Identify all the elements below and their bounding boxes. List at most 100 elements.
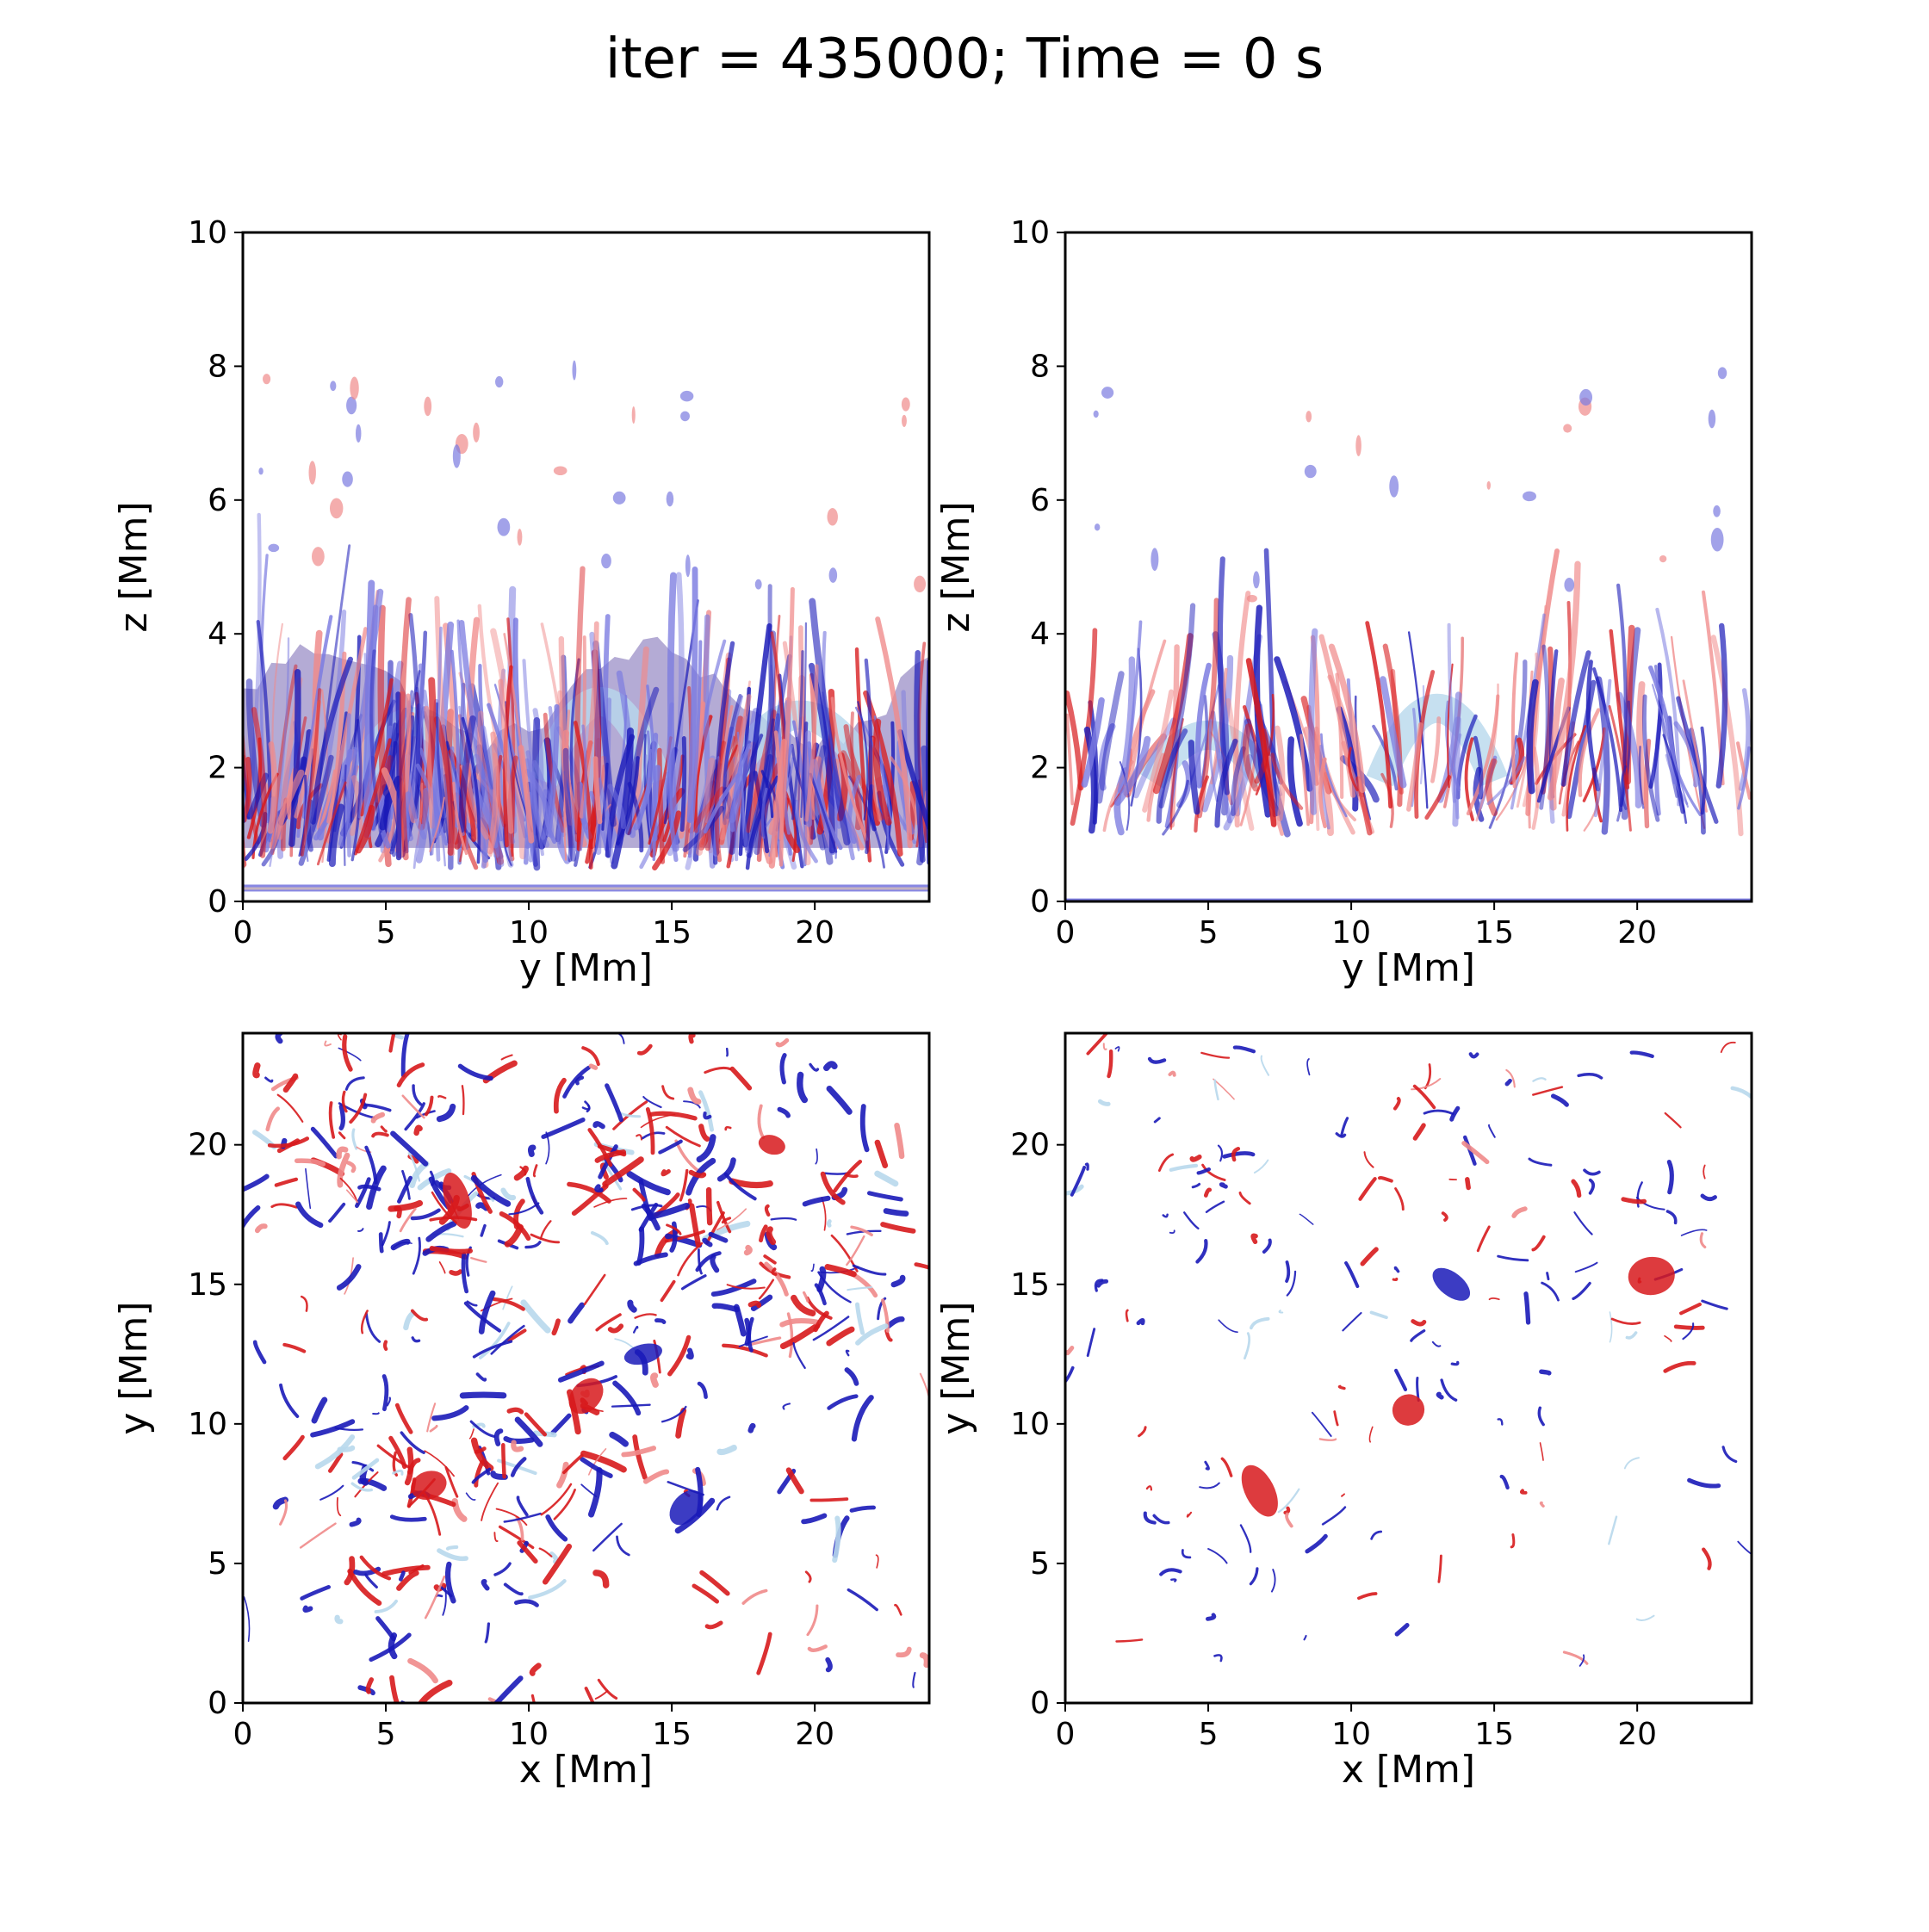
x-tick-label: 15 — [1474, 1717, 1514, 1752]
x-tick-label: 5 — [1199, 1717, 1219, 1752]
field-filament — [1100, 1101, 1108, 1104]
field-filament — [338, 1034, 341, 1040]
field-filament — [1625, 1458, 1639, 1468]
field-filament — [266, 1078, 273, 1081]
field-filament — [1541, 1443, 1544, 1460]
x-tick-label: 5 — [376, 1717, 396, 1752]
field-filament — [553, 1415, 569, 1433]
field-filament — [495, 1564, 510, 1575]
field-filament — [822, 1198, 825, 1230]
field-filament — [1668, 1211, 1676, 1223]
field-filament — [421, 1683, 450, 1704]
field-filament — [1099, 1281, 1107, 1285]
field-filament — [1343, 1313, 1361, 1330]
y-tick-label: 4 — [1030, 616, 1050, 652]
field-filament — [847, 1351, 848, 1355]
field-filament — [1533, 1087, 1562, 1095]
field-filament — [1170, 1230, 1175, 1233]
field-fragment — [330, 381, 336, 391]
field-filament — [470, 1429, 474, 1439]
field-filament — [1723, 1447, 1736, 1462]
field-filament — [1681, 1304, 1700, 1313]
field-filament — [462, 1086, 464, 1114]
x-tick-label: 5 — [1199, 915, 1219, 951]
field-fragment — [1713, 505, 1721, 517]
field-filament — [1115, 1047, 1119, 1051]
field-filament — [373, 1413, 379, 1414]
field-filament — [1320, 1439, 1336, 1440]
field-fragment — [1094, 411, 1099, 418]
field-filament — [1323, 1508, 1345, 1525]
field-filament — [689, 1351, 692, 1358]
field-filament — [542, 1484, 571, 1514]
field-blob — [1627, 1254, 1677, 1297]
field-filament — [898, 1650, 909, 1656]
field-filament — [806, 1572, 810, 1582]
field-filament — [534, 1166, 537, 1177]
field-filament — [1511, 1535, 1514, 1547]
field-filament — [607, 1086, 622, 1120]
x-tick-label: 10 — [509, 915, 549, 951]
field-fragment — [601, 554, 611, 568]
field-fragment — [554, 466, 568, 474]
field-filament — [794, 1343, 805, 1368]
field-filament — [1222, 1458, 1231, 1476]
field-filament — [502, 1056, 512, 1060]
field-filament — [712, 1257, 716, 1271]
field-filament — [683, 1276, 706, 1289]
field-filament — [439, 1551, 466, 1558]
field-fragment — [1579, 389, 1592, 406]
field-fragment — [518, 529, 523, 546]
field-filament — [852, 1508, 874, 1510]
field-fragment — [424, 397, 431, 417]
field-filament — [256, 1066, 257, 1075]
field-filament — [1161, 1570, 1180, 1574]
field-streak — [1432, 719, 1438, 782]
y-tick-label: 20 — [1010, 1128, 1050, 1163]
field-filament — [702, 1573, 728, 1594]
field-filament — [1206, 1462, 1209, 1469]
field-filament — [766, 1264, 787, 1294]
field-fragment — [829, 567, 838, 583]
field-filament — [1139, 1427, 1146, 1436]
field-filament — [747, 1248, 749, 1253]
field-filament — [1235, 1048, 1254, 1052]
field-streak — [1312, 631, 1315, 812]
field-filament — [384, 1377, 387, 1409]
field-filament — [783, 1326, 816, 1347]
field-filament — [486, 1624, 488, 1642]
field-filament — [1703, 1301, 1727, 1309]
field-filament — [1339, 1386, 1344, 1388]
field-filament — [805, 1198, 828, 1204]
field-filament — [848, 1590, 877, 1610]
field-fragment — [263, 374, 270, 384]
field-filament — [1155, 1118, 1159, 1122]
field-filament — [1287, 1262, 1288, 1281]
field-filament — [366, 1575, 377, 1588]
field-filament — [272, 1204, 296, 1207]
field-filament — [636, 1314, 656, 1317]
field-filament — [1573, 1181, 1579, 1195]
field-fragment — [268, 544, 279, 553]
field-filament — [1529, 1159, 1551, 1165]
field-filament — [419, 1026, 420, 1031]
field-filament — [298, 1204, 320, 1225]
field-filament — [1443, 1213, 1447, 1220]
field-filament — [1241, 1526, 1250, 1552]
field-filament — [1507, 1081, 1510, 1084]
field-filament — [1591, 1180, 1594, 1193]
field-filament — [596, 1573, 606, 1585]
field-filament — [652, 1113, 696, 1118]
field-filament — [1413, 1322, 1424, 1324]
field-filament — [778, 1040, 787, 1045]
y-tick-label: 20 — [188, 1128, 227, 1163]
field-filament — [800, 1075, 805, 1100]
field-filament — [1415, 1087, 1435, 1108]
field-filament — [636, 1135, 642, 1139]
field-filament — [268, 1109, 278, 1130]
y-axis-label: y [Mm] — [934, 1301, 978, 1434]
field-filament — [438, 1096, 445, 1098]
field-filament — [1669, 1162, 1672, 1192]
field-fragment — [1101, 387, 1113, 399]
